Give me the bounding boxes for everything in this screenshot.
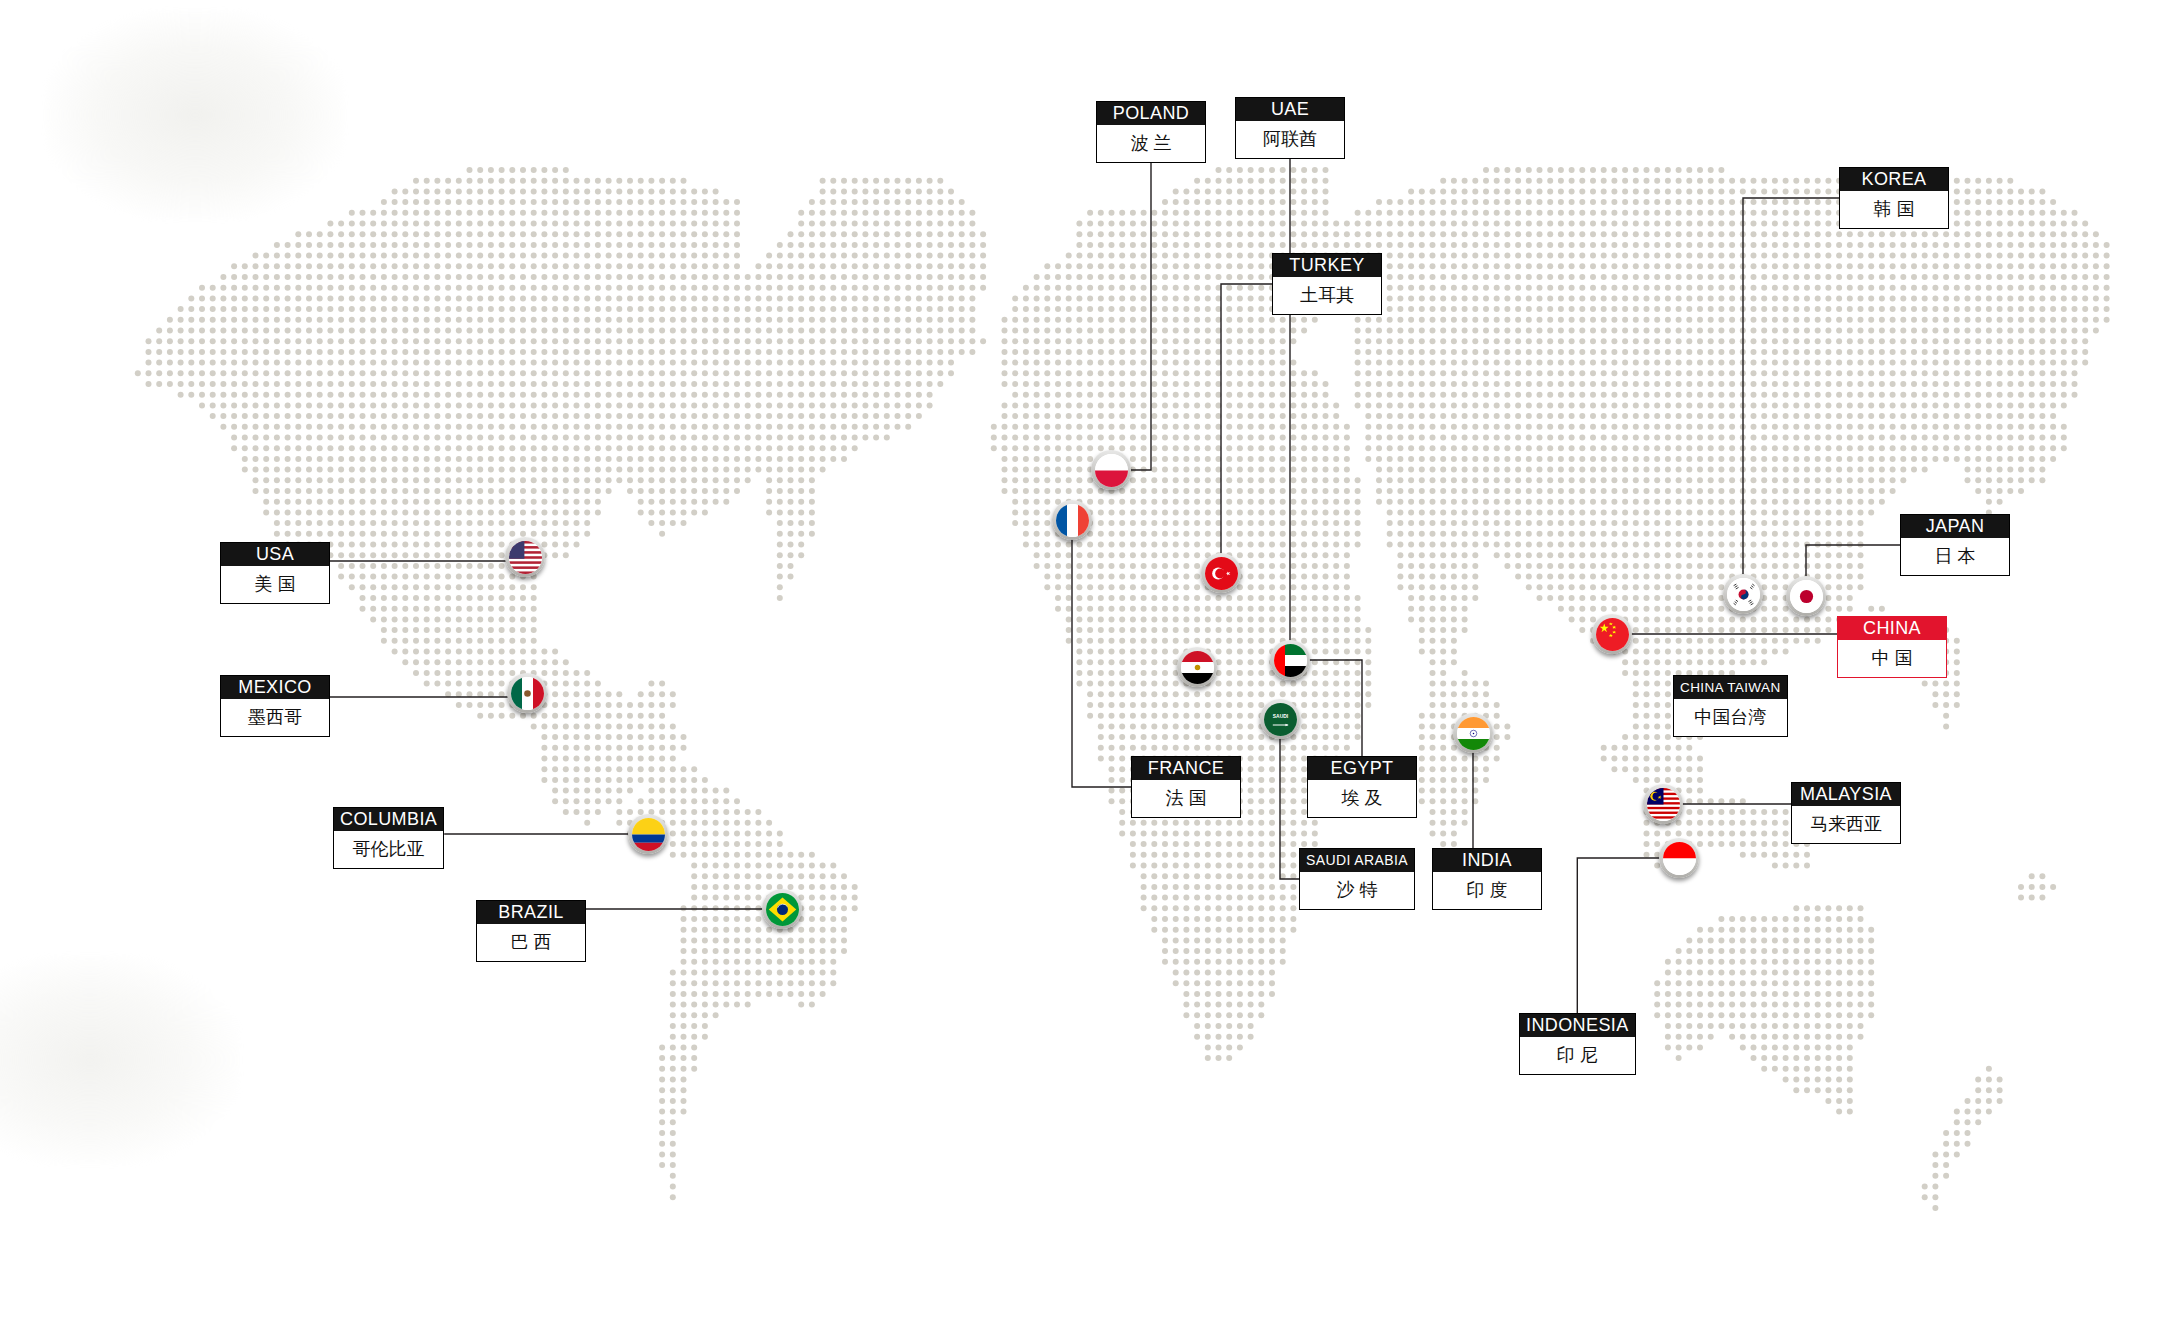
svg-text:SAUDI: SAUDI [1272, 714, 1288, 719]
